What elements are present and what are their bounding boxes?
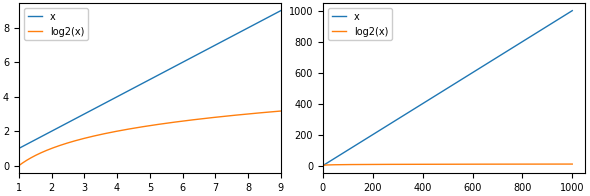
log2(x) (15, 164, 22, 167)
x (15, 147, 22, 150)
Legend: x, log2(x): x, log2(x) (24, 8, 88, 40)
log2(x) (420, 163, 427, 165)
log2(x) (141, 125, 148, 128)
x (140, 82, 147, 84)
log2(x) (277, 110, 284, 112)
Line: log2(x): log2(x) (323, 164, 572, 166)
x (171, 65, 178, 68)
x (430, 96, 437, 98)
log2(x) (230, 114, 237, 117)
log2(x) (514, 163, 521, 165)
log2(x) (140, 125, 147, 128)
x (157, 73, 164, 75)
x (345, 149, 352, 151)
x (514, 44, 521, 46)
x (569, 9, 576, 12)
log2(x) (519, 163, 526, 165)
log2(x) (320, 164, 327, 167)
Legend: x, log2(x): x, log2(x) (327, 8, 392, 40)
log2(x) (430, 163, 437, 165)
log2(x) (171, 121, 178, 123)
Line: x: x (323, 11, 572, 165)
x (491, 58, 498, 60)
log2(x) (345, 163, 352, 166)
log2(x) (271, 110, 278, 113)
x (320, 164, 327, 167)
x (277, 9, 284, 12)
x (271, 13, 278, 15)
log2(x) (569, 163, 576, 165)
Line: log2(x): log2(x) (19, 111, 281, 166)
x (519, 41, 526, 43)
log2(x) (157, 123, 164, 125)
x (230, 34, 237, 37)
x (141, 81, 148, 83)
log2(x) (491, 163, 498, 165)
Line: x: x (19, 11, 281, 148)
x (420, 102, 427, 104)
